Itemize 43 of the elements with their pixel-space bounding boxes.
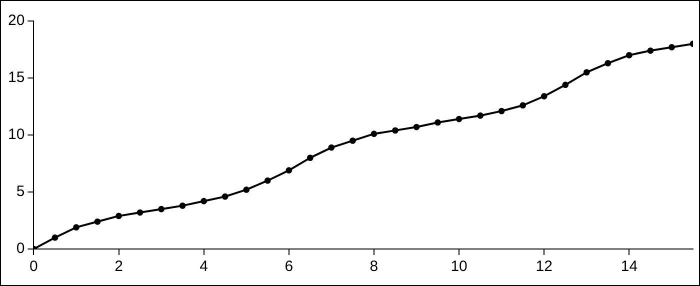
point: [370, 130, 378, 138]
point: [73, 224, 80, 231]
point: [540, 93, 548, 100]
point: [668, 44, 675, 50]
y-tick-label: 15: [8, 69, 25, 86]
point: [94, 218, 101, 225]
y-tick-label: 10: [8, 126, 25, 144]
y-tick-label: 20: [8, 12, 25, 30]
point: [52, 234, 58, 241]
x-tick-label: 14: [620, 258, 638, 276]
point: [583, 69, 590, 76]
point: [520, 102, 526, 109]
point: [392, 127, 398, 134]
y-tick-label: 0: [16, 240, 25, 258]
x-tick-label: 8: [370, 258, 378, 276]
point: [413, 124, 420, 130]
point: [306, 154, 314, 161]
point: [456, 116, 462, 122]
x-tick-label: 0: [30, 258, 38, 276]
point: [626, 52, 632, 58]
point: [434, 119, 441, 126]
point: [243, 186, 250, 193]
y-tick-label: 5: [16, 183, 25, 200]
point: [264, 177, 271, 184]
point: [222, 193, 228, 200]
x-tick-label: 2: [114, 258, 123, 276]
point: [562, 82, 569, 88]
point: [477, 112, 484, 119]
x-tick-label: 10: [450, 258, 468, 276]
point: [328, 144, 335, 151]
point: [350, 138, 356, 144]
point: [158, 206, 164, 212]
point: [200, 198, 208, 204]
x-tick-label: 4: [200, 258, 208, 276]
point: [647, 47, 654, 54]
point: [136, 209, 144, 216]
x-tick-label: 12: [536, 258, 552, 276]
point: [604, 60, 612, 66]
point: [498, 108, 505, 114]
x-tick-label: 6: [284, 258, 294, 276]
point: [179, 202, 186, 209]
point: [116, 212, 122, 220]
point: [286, 167, 292, 174]
